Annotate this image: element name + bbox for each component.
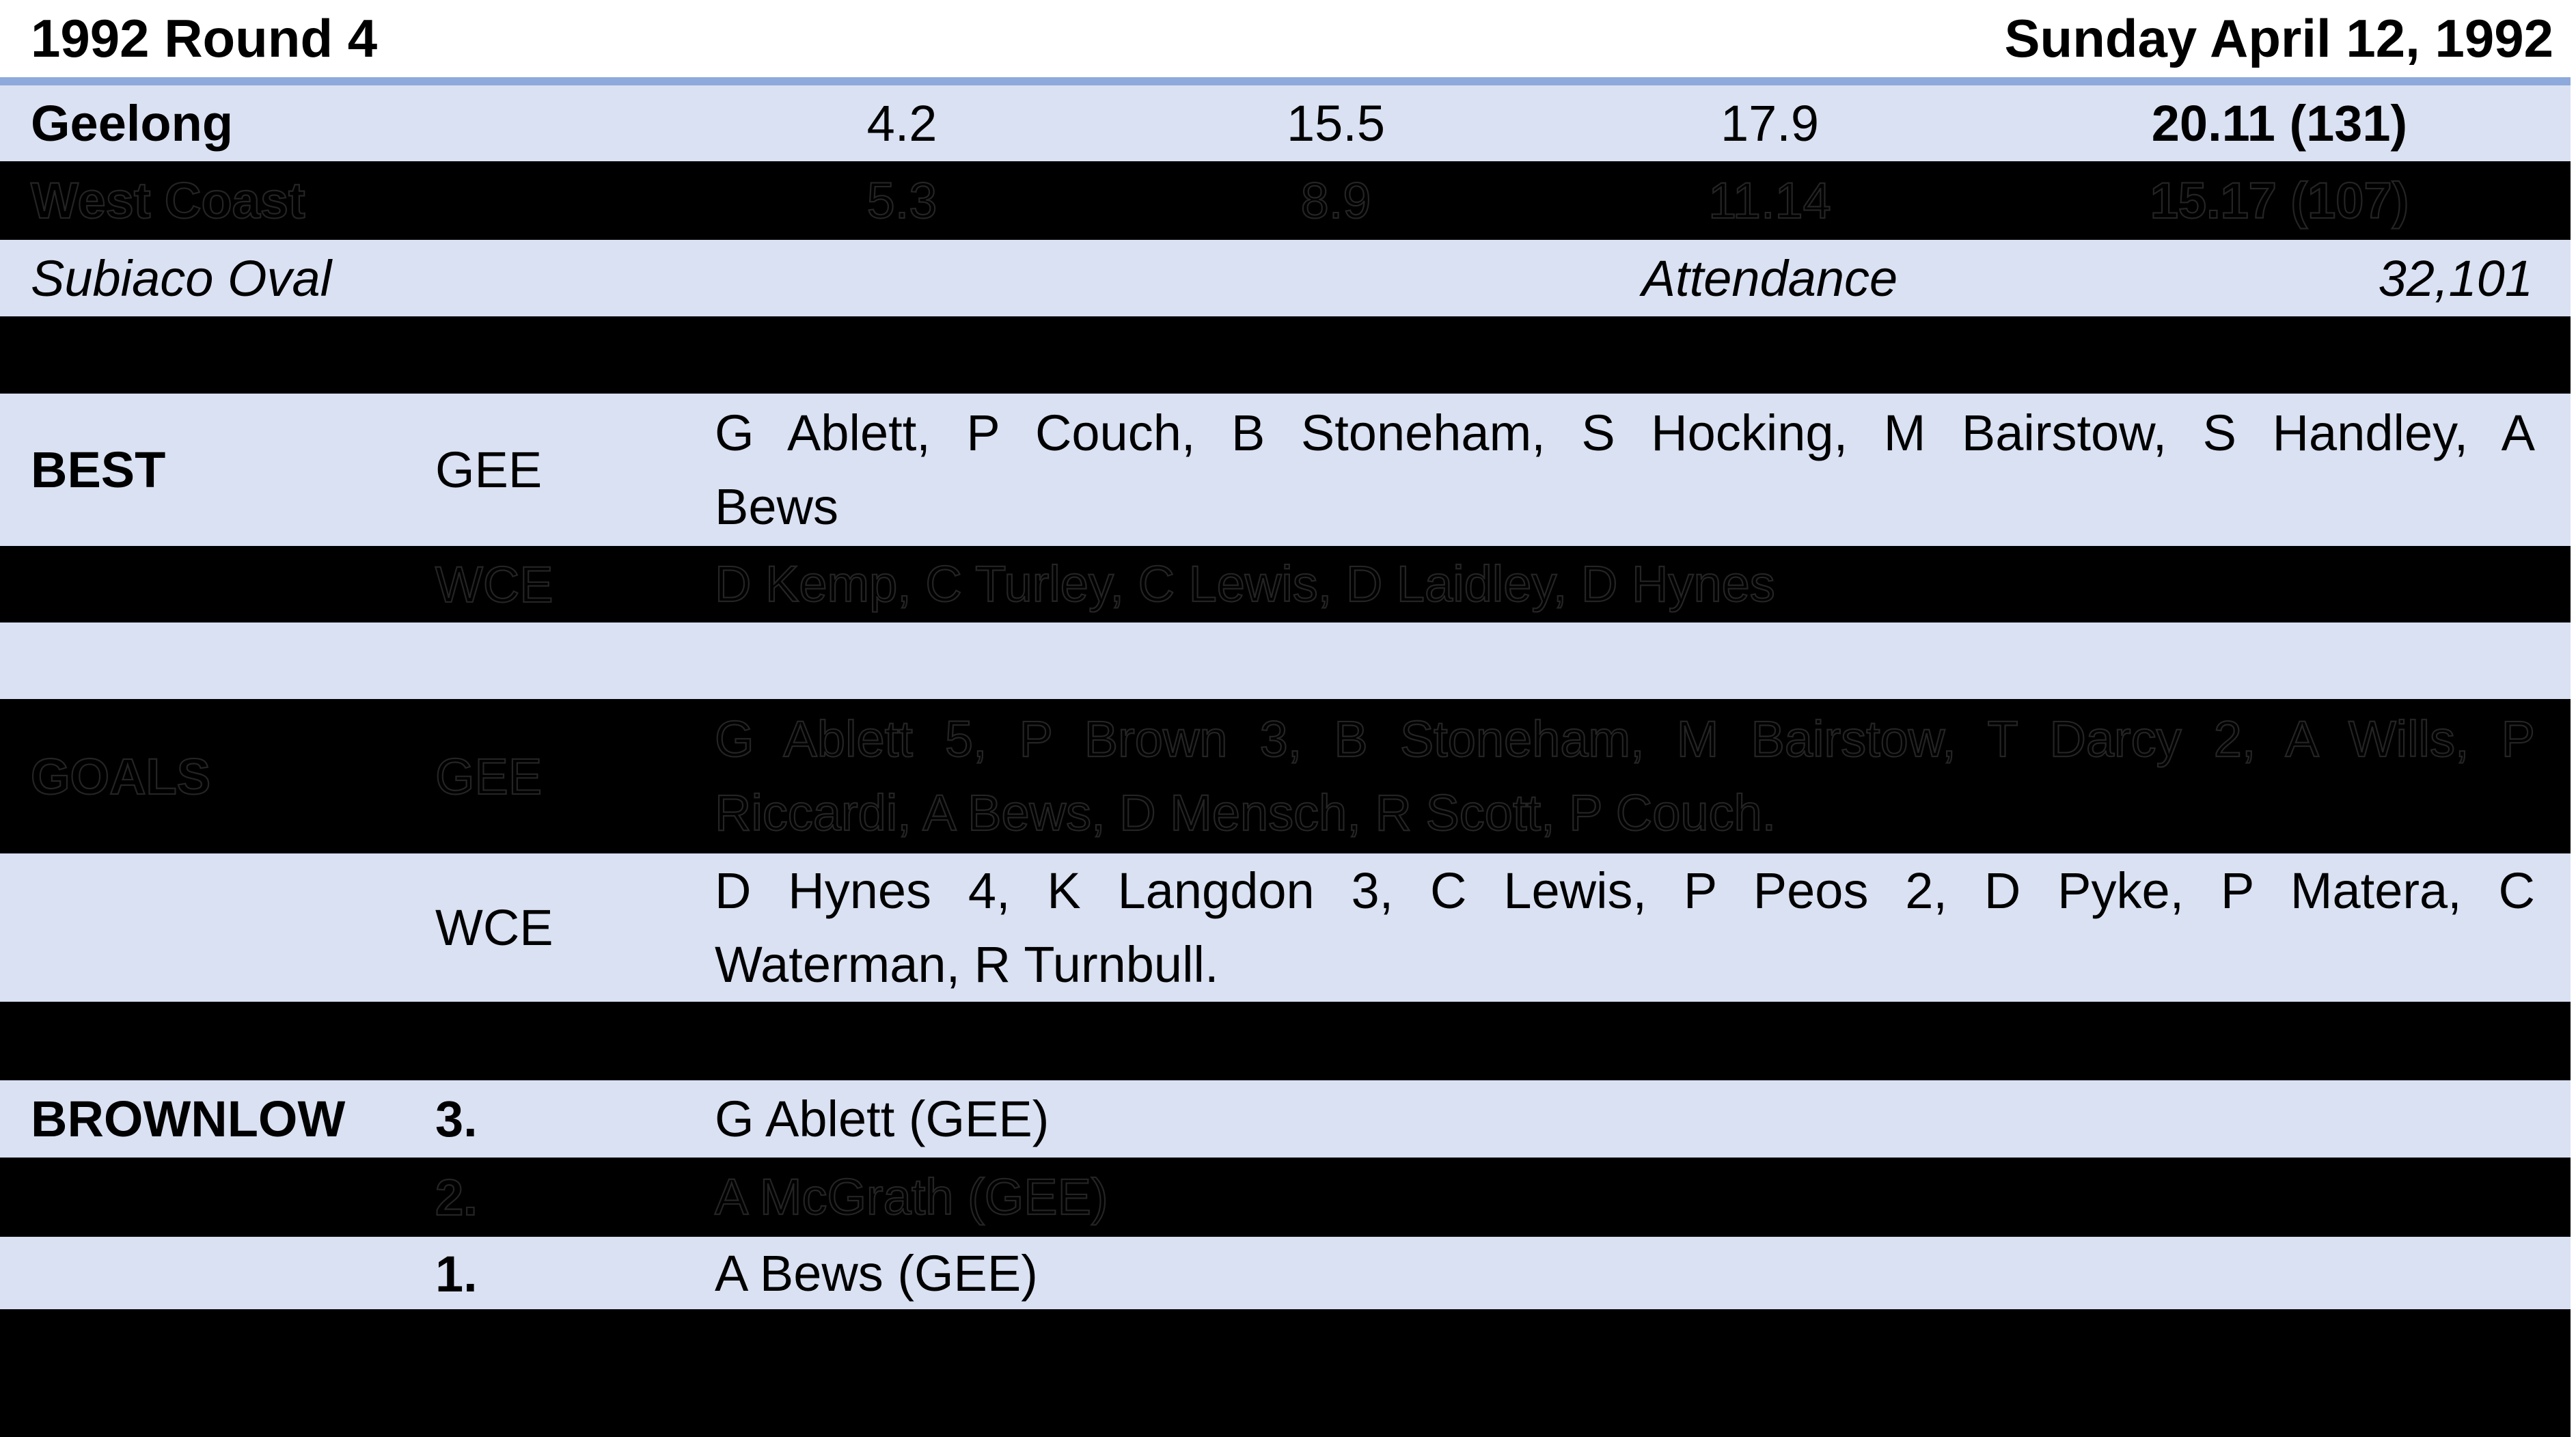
goals-label: GOALS — [30, 747, 211, 805]
vote-number: 3. — [435, 1091, 478, 1147]
brownlow-2-votes-row-redacted: 2. A McGrath (GEE) — [0, 1158, 2571, 1237]
vote-player: A Bews (GEE) — [715, 1245, 1038, 1302]
best-label: BEST — [31, 441, 166, 498]
final-score: 15.17 (107) — [2150, 172, 2410, 230]
brownlow-3-votes-row: BROWNLOW 3. G Ablett (GEE) — [0, 1080, 2571, 1158]
black-spacer-row — [0, 316, 2571, 394]
q1-score: 5.3 — [866, 172, 937, 230]
vote-number: 1. — [435, 1245, 478, 1302]
q2-score: 8.9 — [1300, 172, 1371, 230]
blue-spacer-row — [0, 622, 2571, 699]
q1-score: 4.2 — [866, 95, 937, 152]
players-line: D Hynes 4, K Langdon 3, C Lewis, P Peos … — [715, 862, 2535, 919]
brownlow-1-votes-row: 1. A Bews (GEE) — [0, 1237, 2571, 1309]
team-code: WCE — [435, 555, 554, 613]
final-score: 20.11 (131) — [2151, 95, 2408, 152]
venue-row: Subiaco Oval Attendance 32,101 — [0, 240, 2571, 316]
attendance-value: 32,101 — [2378, 249, 2533, 307]
goals-wce-row: WCE D Hynes 4, K Langdon 3, C Lewis, P P… — [0, 853, 2571, 1002]
team-name: West Coast — [30, 172, 306, 230]
players-line: Bews — [715, 478, 838, 535]
players-line: D Kemp, C Turley, C Lewis, D Laidley, D … — [714, 555, 1776, 613]
vote-player: A McGrath (GEE) — [714, 1168, 1109, 1226]
table-top-border — [0, 77, 2571, 85]
team-name: Geelong — [31, 95, 234, 152]
attendance-label: Attendance — [1641, 249, 1898, 307]
players-line: Riccardi, A Bews, D Mensch, R Scott, P C… — [714, 784, 1777, 842]
match-date: Sunday April 12, 1992 — [2004, 8, 2553, 68]
title-row: 1992 Round 4 Sunday April 12, 1992 — [0, 0, 2571, 77]
players-line: G Ablett, P Couch, B Stoneham, S Hocking… — [715, 404, 2535, 461]
team-code: GEE — [435, 441, 543, 498]
q2-score: 15.5 — [1286, 95, 1386, 152]
best-wce-players: D Kemp, C Turley, C Lewis, D Laidley, D … — [714, 547, 2535, 621]
bottom-black-band — [0, 1309, 2571, 1437]
best-wce-row-redacted: WCE D Kemp, C Turley, C Lewis, D Laidley… — [0, 546, 2571, 622]
vote-number: 2. — [435, 1168, 478, 1226]
q3-score: 11.14 — [1708, 172, 1832, 230]
best-gee-players: G Ablett, P Couch, B Stoneham, S Hocking… — [715, 396, 2535, 544]
goals-wce-players: D Hynes 4, K Langdon 3, C Lewis, P Peos … — [715, 854, 2535, 1002]
vote-player: G Ablett (GEE) — [715, 1090, 1050, 1147]
brownlow-label: BROWNLOW — [31, 1091, 346, 1147]
players-line: G Ablett 5, P Brown 3, B Stoneham, M Bai… — [714, 710, 2536, 768]
team-code: WCE — [435, 899, 553, 956]
score-row-westcoast-redacted: West Coast 5.3 8.9 11.14 15.17 (107) — [0, 161, 2571, 240]
venue-name: Subiaco Oval — [31, 249, 332, 307]
goals-gee-row-redacted: GOALS GEE G Ablett 5, P Brown 3, B Stone… — [0, 699, 2571, 853]
team-code: GEE — [435, 747, 543, 805]
players-line: Waterman, R Turnbull. — [715, 935, 1219, 993]
round-title: 1992 Round 4 — [31, 8, 378, 68]
best-gee-row: BEST GEE G Ablett, P Couch, B Stoneham, … — [0, 394, 2571, 546]
q3-score: 17.9 — [1720, 95, 1820, 152]
score-row-geelong: Geelong 4.2 15.5 17.9 20.11 (131) — [0, 85, 2571, 161]
goals-gee-players: G Ablett 5, P Brown 3, B Stoneham, M Bai… — [714, 702, 2536, 850]
black-spacer-row — [0, 1002, 2571, 1080]
